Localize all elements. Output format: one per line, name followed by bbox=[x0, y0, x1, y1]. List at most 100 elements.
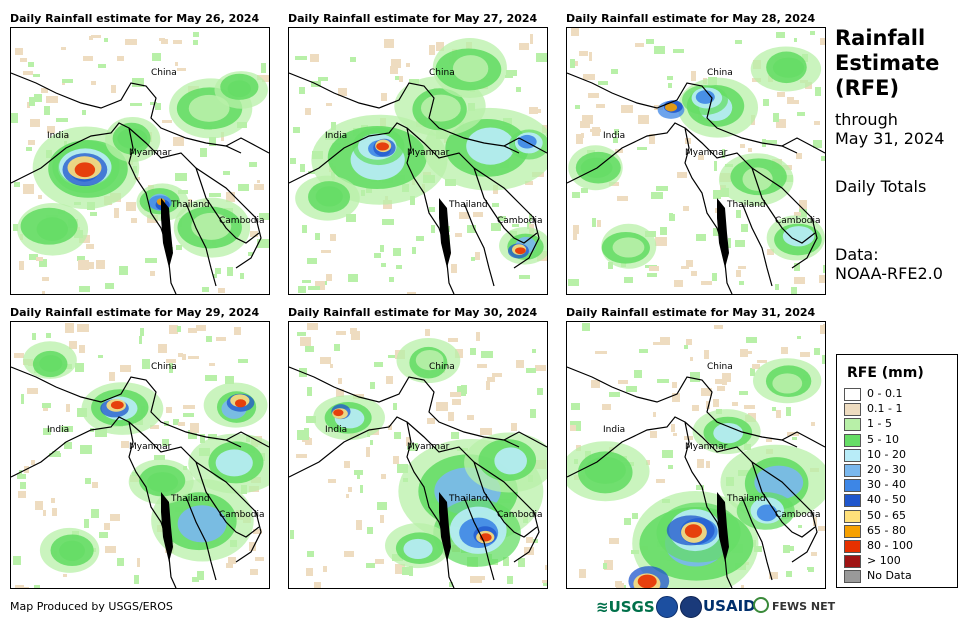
side-date: May 31, 2024 bbox=[835, 129, 945, 148]
legend-swatch bbox=[844, 388, 861, 401]
legend-swatch bbox=[844, 448, 861, 462]
panel-title-may-31: Daily Rainfall estimate for May 31, 2024 bbox=[566, 306, 816, 319]
map-label-india: India bbox=[325, 131, 348, 141]
map-label-china: China bbox=[151, 68, 177, 78]
legend-label: 10 - 20 bbox=[867, 447, 906, 461]
rainfall-map bbox=[289, 28, 547, 294]
side-totals: Daily Totals bbox=[835, 177, 927, 196]
map-label-china: China bbox=[429, 362, 455, 372]
legend-swatch bbox=[844, 403, 861, 417]
fews-logo-text: FEWS NET bbox=[772, 600, 836, 613]
panel-title-may-26: Daily Rainfall estimate for May 26, 2024 bbox=[10, 12, 260, 25]
usgs-logo: ≋USGS bbox=[596, 597, 655, 616]
legend-item: > 100 bbox=[844, 554, 954, 569]
legend-swatch bbox=[844, 433, 861, 447]
map-label-myanmar: Myanmar bbox=[129, 148, 172, 158]
legend-label: No Data bbox=[867, 569, 912, 583]
rainfall-map bbox=[11, 28, 269, 294]
panel-title-may-27: Daily Rainfall estimate for May 27, 2024 bbox=[288, 12, 538, 25]
legend-label: 0 - 0.1 bbox=[867, 387, 903, 400]
usgs-logo-text: USGS bbox=[608, 598, 655, 616]
legend-item: 1 - 5 bbox=[844, 417, 954, 432]
map-panel-may-30: China India Myanmar Thailand Cambodia bbox=[288, 321, 548, 589]
map-label-china: China bbox=[707, 68, 733, 78]
fews-globe-icon bbox=[753, 597, 769, 613]
legend-swatch bbox=[844, 570, 861, 584]
legend-label: 20 - 30 bbox=[867, 463, 906, 476]
map-label-myanmar: Myanmar bbox=[407, 442, 450, 452]
side-through: through bbox=[835, 110, 898, 129]
legend-label: 50 - 65 bbox=[867, 508, 906, 522]
map-label-china: China bbox=[707, 362, 733, 372]
map-label-myanmar: Myanmar bbox=[407, 148, 450, 158]
legend-label: 1 - 5 bbox=[867, 417, 892, 431]
map-label-thailand: Thailand bbox=[727, 200, 766, 210]
map-label-cambodia: Cambodia bbox=[219, 510, 265, 520]
legend-label: 40 - 50 bbox=[867, 493, 906, 507]
legend-item: 0.1 - 1 bbox=[844, 402, 954, 417]
map-label-myanmar: Myanmar bbox=[129, 442, 172, 452]
side-data-source: NOAA-RFE2.0 bbox=[835, 264, 943, 283]
map-label-cambodia: Cambodia bbox=[775, 510, 821, 520]
panel-title-may-29: Daily Rainfall estimate for May 29, 2024 bbox=[10, 306, 260, 319]
legend-swatch bbox=[844, 540, 861, 553]
legend-label: 5 - 10 bbox=[867, 432, 899, 446]
map-panel-may-31: China India Myanmar Thailand Cambodia bbox=[566, 321, 826, 589]
legend-item: 80 - 100 bbox=[844, 539, 954, 553]
legend-label: 0.1 - 1 bbox=[867, 402, 903, 416]
credit-text: Map Produced by USGS/EROS bbox=[10, 600, 173, 613]
map-label-myanmar: Myanmar bbox=[685, 148, 728, 158]
legend-item: 65 - 80 bbox=[844, 524, 954, 538]
map-panel-may-28: China India Myanmar Thailand Cambodia bbox=[566, 27, 826, 295]
legend-item: No Data bbox=[844, 569, 954, 584]
legend-item: 20 - 30 bbox=[844, 463, 954, 477]
rainfall-map bbox=[567, 28, 825, 294]
rainfall-map bbox=[11, 322, 269, 588]
side-data-label: Data: bbox=[835, 245, 879, 264]
map-label-china: China bbox=[429, 68, 455, 78]
usaid-logo-text: USAID bbox=[703, 597, 756, 615]
map-panel-may-29: China India Myanmar Thailand Cambodia bbox=[10, 321, 270, 589]
legend-swatch bbox=[844, 509, 861, 523]
legend-item: 50 - 65 bbox=[844, 509, 954, 523]
usaid-seal-icon bbox=[680, 596, 702, 618]
legend-item: 0 - 0.1 bbox=[844, 387, 954, 401]
map-label-cambodia: Cambodia bbox=[497, 510, 543, 520]
side-title: Rainfall Estimate (RFE) bbox=[835, 26, 965, 101]
legend-item: 40 - 50 bbox=[844, 493, 954, 508]
map-label-thailand: Thailand bbox=[171, 494, 210, 504]
legend-label: 65 - 80 bbox=[867, 523, 906, 537]
legend-item: 5 - 10 bbox=[844, 433, 954, 447]
map-label-india: India bbox=[47, 425, 70, 435]
map-label-thailand: Thailand bbox=[727, 494, 766, 504]
legend-title: RFE (mm) bbox=[847, 365, 924, 381]
map-label-myanmar: Myanmar bbox=[685, 442, 728, 452]
map-label-china: China bbox=[151, 362, 177, 372]
legend-swatch bbox=[844, 524, 861, 538]
side-title-line2: Estimate bbox=[835, 51, 940, 75]
legend-item: 30 - 40 bbox=[844, 478, 954, 493]
usgs-wave-icon: ≋ bbox=[596, 598, 609, 616]
legend-label: 80 - 100 bbox=[867, 539, 913, 552]
map-label-cambodia: Cambodia bbox=[775, 216, 821, 226]
map-label-thailand: Thailand bbox=[171, 200, 210, 210]
map-label-thailand: Thailand bbox=[449, 494, 488, 504]
legend-swatch bbox=[844, 464, 861, 477]
legend-label: > 100 bbox=[867, 554, 901, 568]
rainfall-map bbox=[289, 322, 547, 588]
legend-swatch bbox=[844, 418, 861, 432]
side-title-line3: (RFE) bbox=[835, 76, 900, 100]
panel-title-may-30: Daily Rainfall estimate for May 30, 2024 bbox=[288, 306, 538, 319]
map-label-cambodia: Cambodia bbox=[219, 216, 265, 226]
legend-label: 30 - 40 bbox=[867, 478, 906, 492]
map-panel-may-27: China India Myanmar Thailand Cambodia bbox=[288, 27, 548, 295]
agency-logos: ≋USGS USAID FEWS NET bbox=[596, 596, 835, 620]
rainfall-map bbox=[567, 322, 825, 588]
map-label-india: India bbox=[603, 425, 626, 435]
map-label-cambodia: Cambodia bbox=[497, 216, 543, 226]
legend-swatch bbox=[844, 494, 861, 508]
map-label-india: India bbox=[325, 425, 348, 435]
side-title-line1: Rainfall bbox=[835, 26, 926, 50]
legend-swatch bbox=[844, 555, 861, 569]
